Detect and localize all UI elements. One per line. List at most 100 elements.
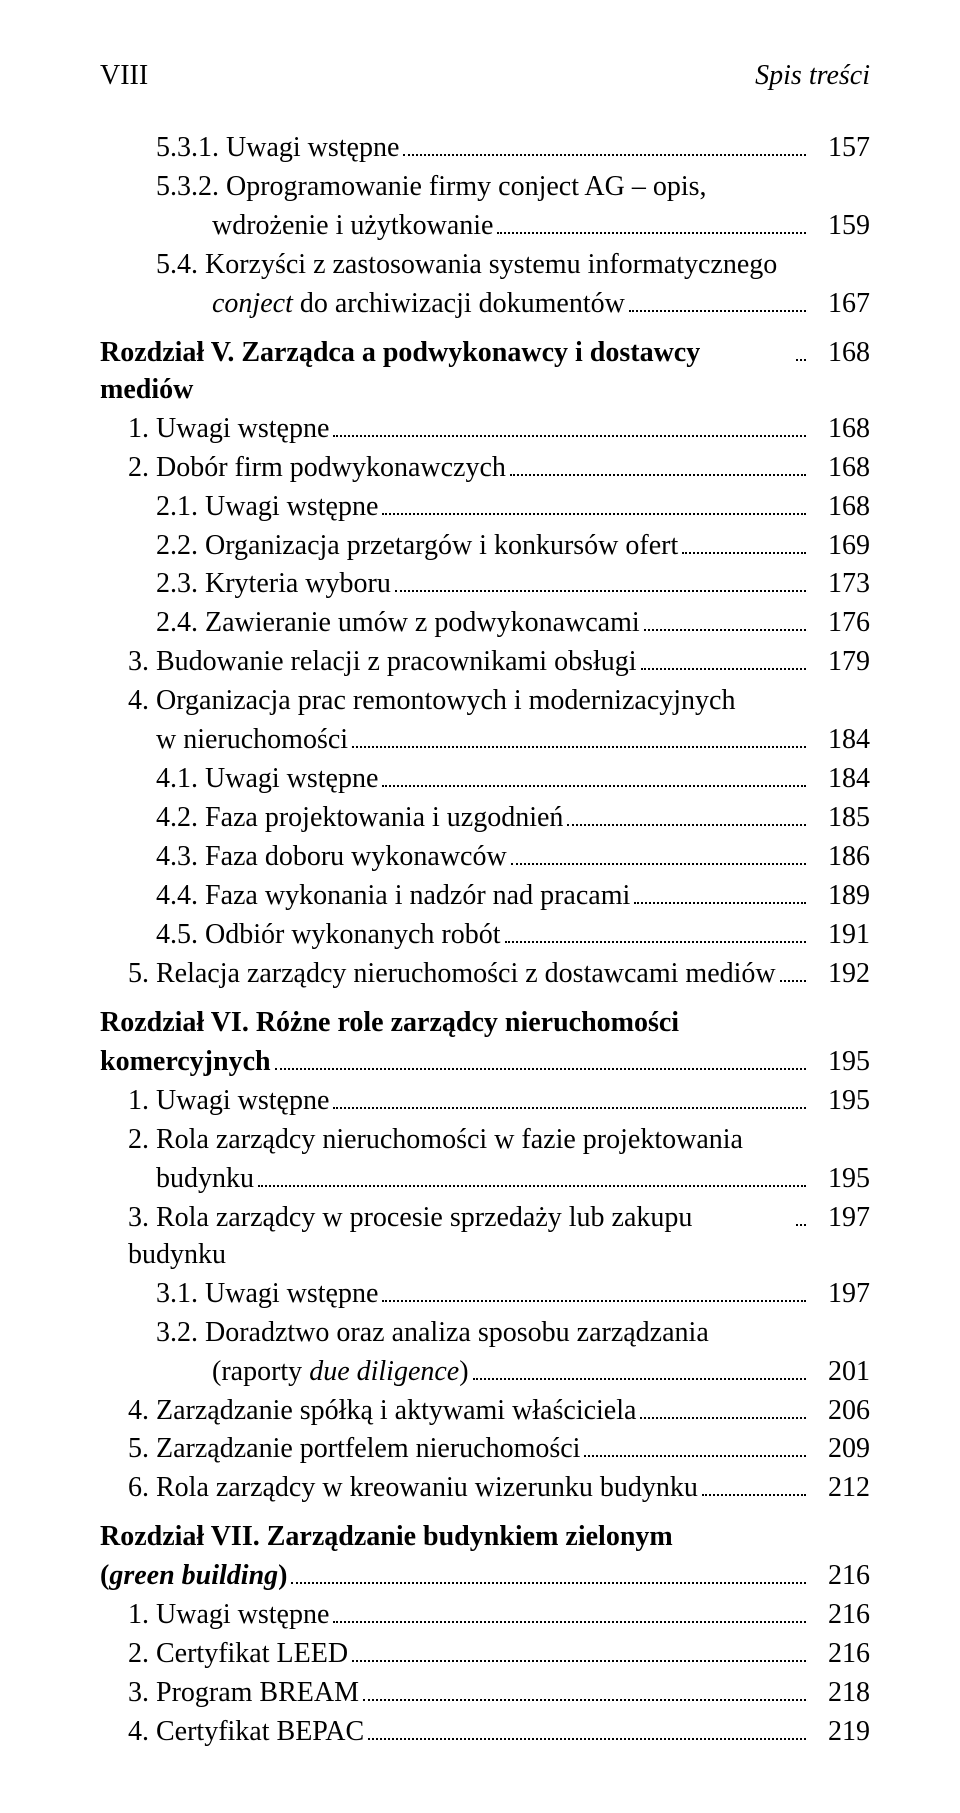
toc-text: wdrożenie i użytkowanie bbox=[212, 208, 493, 245]
toc-text: 3. Program BREAM bbox=[128, 1675, 359, 1712]
toc-leader bbox=[333, 435, 806, 437]
toc-leader bbox=[382, 513, 806, 515]
toc-leader bbox=[363, 1699, 806, 1701]
toc-page: 216 bbox=[810, 1599, 870, 1631]
toc-entry: 3. Program BREAM 218 bbox=[100, 1675, 870, 1712]
toc-leader bbox=[644, 629, 806, 631]
toc-entry: 5.3.1. Uwagi wstępne 157 bbox=[100, 130, 870, 167]
toc-text: conject do archiwizacji dokumentów bbox=[212, 286, 625, 323]
toc-text: 2.1. Uwagi wstępne bbox=[156, 489, 378, 526]
toc-leader bbox=[382, 785, 806, 787]
toc-text: Rozdział VI. Różne role zarządcy nieruch… bbox=[100, 1005, 679, 1042]
table-of-contents: 5.3.1. Uwagi wstępne1575.3.2. Oprogramow… bbox=[100, 130, 870, 1751]
toc-leader bbox=[333, 1621, 806, 1623]
toc-text: 2. Certyfikat LEED bbox=[128, 1636, 348, 1673]
toc-entry: 4. Zarządzanie spółką i aktywami właścic… bbox=[100, 1393, 870, 1430]
toc-leader bbox=[368, 1738, 806, 1740]
toc-leader bbox=[403, 154, 806, 156]
toc-entry: Rozdział V. Zarządca a podwykonawcy i do… bbox=[100, 335, 870, 409]
toc-page: 189 bbox=[810, 880, 870, 912]
toc-page: 184 bbox=[810, 763, 870, 795]
toc-page: 216 bbox=[810, 1638, 870, 1670]
toc-page: 219 bbox=[810, 1716, 870, 1748]
toc-leader bbox=[352, 746, 806, 748]
toc-text: Rozdział V. Zarządca a podwykonawcy i do… bbox=[100, 335, 792, 409]
toc-leader bbox=[567, 824, 806, 826]
toc-text: 4. Zarządzanie spółką i aktywami właścic… bbox=[128, 1393, 636, 1430]
toc-page: 159 bbox=[810, 210, 870, 242]
toc-page: 186 bbox=[810, 841, 870, 873]
toc-leader bbox=[780, 980, 806, 982]
toc-text: 2.4. Zawieranie umów z podwykonawcami bbox=[156, 605, 640, 642]
toc-entry: 4. Organizacja prac remontowych i modern… bbox=[100, 683, 870, 720]
toc-text: 2.3. Kryteria wyboru bbox=[156, 566, 391, 603]
toc-text: 4.2. Faza projektowania i uzgodnień bbox=[156, 800, 563, 837]
toc-entry: 2. Certyfikat LEED 216 bbox=[100, 1636, 870, 1673]
toc-page: 218 bbox=[810, 1677, 870, 1709]
toc-entry: 4.4. Faza wykonania i nadzór nad pracami… bbox=[100, 878, 870, 915]
toc-page: 201 bbox=[810, 1356, 870, 1388]
toc-text: 5. Relacja zarządcy nieruchomości z dost… bbox=[128, 956, 776, 993]
toc-entry: 4.1. Uwagi wstępne 184 bbox=[100, 761, 870, 798]
toc-entry: wdrożenie i użytkowanie 159 bbox=[100, 208, 870, 245]
toc-entry: 3.1. Uwagi wstępne 197 bbox=[100, 1276, 870, 1313]
toc-leader bbox=[258, 1185, 806, 1187]
toc-text: 3. Rola zarządcy w procesie sprzedaży lu… bbox=[128, 1200, 792, 1274]
toc-leader bbox=[497, 232, 806, 234]
toc-page: 185 bbox=[810, 802, 870, 834]
toc-text: 4.1. Uwagi wstępne bbox=[156, 761, 378, 798]
toc-page: 195 bbox=[810, 1046, 870, 1078]
toc-page: 206 bbox=[810, 1395, 870, 1427]
toc-text: 4.5. Odbiór wykonanych robót bbox=[156, 917, 501, 954]
toc-text: 3.2. Doradztwo oraz analiza sposobu zarz… bbox=[156, 1315, 709, 1352]
toc-text: 5. Zarządzanie portfelem nieruchomości bbox=[128, 1431, 580, 1468]
toc-entry: 4. Certyfikat BEPAC219 bbox=[100, 1714, 870, 1751]
toc-page: 197 bbox=[810, 1278, 870, 1310]
toc-leader bbox=[473, 1378, 806, 1380]
toc-entry: 2.4. Zawieranie umów z podwykonawcami 176 bbox=[100, 605, 870, 642]
toc-leader bbox=[505, 941, 806, 943]
toc-page: 168 bbox=[810, 337, 870, 369]
toc-text: 1. Uwagi wstępne bbox=[128, 1597, 329, 1634]
toc-entry: conject do archiwizacji dokumentów167 bbox=[100, 286, 870, 323]
toc-text: 1. Uwagi wstępne bbox=[128, 411, 329, 448]
toc-page: 192 bbox=[810, 958, 870, 990]
toc-text: 5.3.1. Uwagi wstępne bbox=[156, 130, 399, 167]
toc-leader bbox=[382, 1300, 806, 1302]
toc-entry: komercyjnych 195 bbox=[100, 1044, 870, 1081]
toc-leader bbox=[641, 668, 806, 670]
toc-page: 176 bbox=[810, 607, 870, 639]
toc-text: 2. Dobór firm podwykonawczych bbox=[128, 450, 506, 487]
toc-leader bbox=[352, 1660, 806, 1662]
toc-page: 179 bbox=[810, 646, 870, 678]
toc-page: 191 bbox=[810, 919, 870, 951]
toc-text: budynku bbox=[156, 1161, 254, 1198]
toc-page: 212 bbox=[810, 1472, 870, 1504]
toc-text: w nieruchomości bbox=[156, 722, 348, 759]
toc-page: 173 bbox=[810, 568, 870, 600]
toc-page: 157 bbox=[810, 132, 870, 164]
toc-text: 5.4. Korzyści z zastosowania systemu inf… bbox=[156, 247, 777, 284]
toc-text: 4.4. Faza wykonania i nadzór nad pracami bbox=[156, 878, 630, 915]
toc-entry: 1. Uwagi wstępne 216 bbox=[100, 1597, 870, 1634]
toc-leader bbox=[584, 1455, 806, 1457]
toc-text: (green building) bbox=[100, 1558, 287, 1595]
toc-leader bbox=[629, 310, 806, 312]
toc-entry: w nieruchomości184 bbox=[100, 722, 870, 759]
toc-page: 169 bbox=[810, 530, 870, 562]
toc-text: 3.1. Uwagi wstępne bbox=[156, 1276, 378, 1313]
toc-leader bbox=[702, 1494, 806, 1496]
toc-entry: 3. Budowanie relacji z pracownikami obsł… bbox=[100, 644, 870, 681]
toc-entry: 5. Relacja zarządcy nieruchomości z dost… bbox=[100, 956, 870, 993]
page-title: Spis treści bbox=[755, 60, 870, 92]
toc-leader bbox=[796, 359, 806, 361]
toc-leader bbox=[291, 1582, 806, 1584]
toc-entry: 2. Dobór firm podwykonawczych168 bbox=[100, 450, 870, 487]
toc-text: Rozdział VII. Zarządzanie budynkiem ziel… bbox=[100, 1519, 673, 1556]
toc-text: 1. Uwagi wstępne bbox=[128, 1083, 329, 1120]
toc-entry: 5. Zarządzanie portfelem nieruchomości20… bbox=[100, 1431, 870, 1468]
toc-entry: 2.2. Organizacja przetargów i konkursów … bbox=[100, 528, 870, 565]
toc-text: komercyjnych bbox=[100, 1044, 271, 1081]
toc-page: 197 bbox=[810, 1202, 870, 1234]
toc-leader bbox=[640, 1417, 806, 1419]
